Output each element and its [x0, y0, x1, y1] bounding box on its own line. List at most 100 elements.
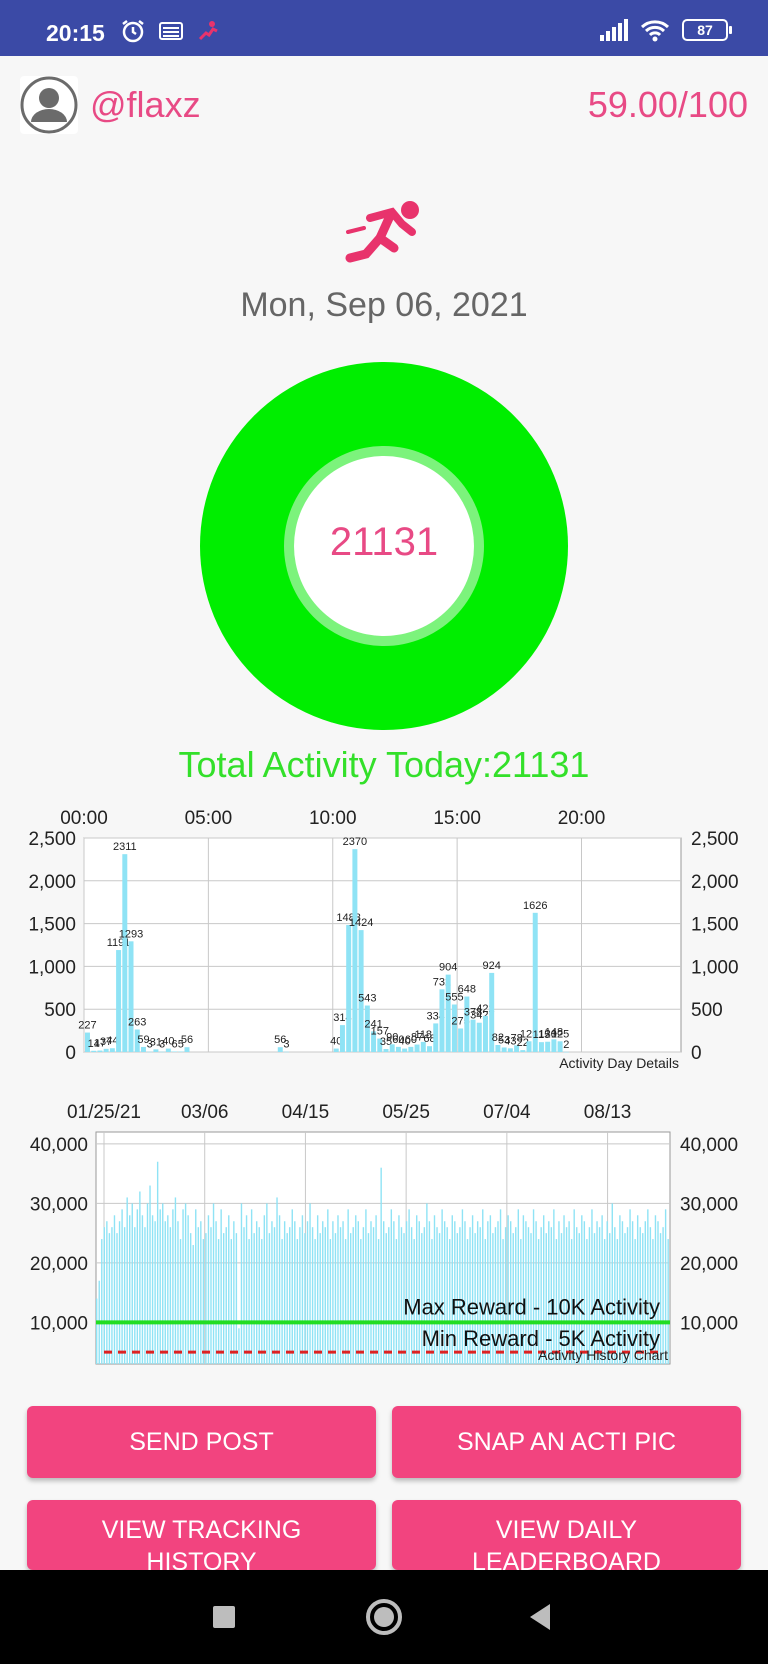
day-bar-label: 40: [399, 1036, 411, 1048]
history-bar: [245, 1215, 248, 1364]
history-bar: [380, 1167, 382, 1364]
history-bar: [426, 1203, 428, 1364]
history-bar: [438, 1233, 441, 1364]
history-bar: [667, 1239, 669, 1364]
day-bar-label: 87: [411, 1032, 423, 1044]
day-bar-label: 44: [106, 1035, 118, 1047]
history-bar: [172, 1209, 174, 1364]
history-bar: [611, 1203, 613, 1364]
history-bar: [664, 1209, 667, 1364]
history-bar: [129, 1215, 131, 1364]
history-bar: [289, 1227, 291, 1364]
username[interactable]: @flaxz: [90, 84, 201, 125]
day-bar-label: 60: [392, 1034, 404, 1046]
day-y-tick-right: 1,500: [691, 915, 739, 936]
history-bar: [629, 1209, 631, 1364]
history-bar: [360, 1239, 362, 1364]
history-bar: [484, 1239, 486, 1364]
history-bar: [428, 1221, 431, 1364]
history-bar: [174, 1197, 177, 1364]
day-bar: [97, 1050, 103, 1052]
history-bar: [596, 1221, 598, 1364]
history-bar: [449, 1239, 451, 1364]
history-bar: [583, 1221, 586, 1364]
back-button[interactable]: [490, 1570, 590, 1664]
history-bar: [530, 1233, 532, 1364]
history-bar: [545, 1233, 547, 1364]
history-bar: [657, 1221, 659, 1364]
day-bar-label: 43: [504, 1035, 516, 1047]
history-bar: [136, 1209, 139, 1364]
day-bar-label: 68: [423, 1033, 435, 1045]
history-x-tick: 03/06: [181, 1102, 229, 1123]
history-bar: [388, 1227, 390, 1364]
history-bar: [256, 1221, 258, 1364]
day-bar-label: 1293: [119, 928, 143, 940]
history-bar: [250, 1209, 253, 1364]
day-bar: [433, 1023, 439, 1052]
history-bar: [527, 1227, 530, 1364]
day-bar-label: 157: [371, 1026, 389, 1038]
history-bar: [233, 1221, 235, 1364]
history-bar: [197, 1227, 199, 1364]
history-chart-caption: Activity History Chart: [538, 1347, 668, 1363]
avatar[interactable]: [20, 76, 78, 134]
day-bar: [439, 989, 445, 1052]
history-bar: [479, 1227, 481, 1364]
history-bar: [636, 1215, 639, 1364]
recents-button[interactable]: [174, 1570, 274, 1664]
home-button[interactable]: [334, 1570, 434, 1664]
day-bar-label: 555: [445, 991, 463, 1003]
history-bar: [659, 1233, 662, 1364]
history-bar: [327, 1209, 329, 1364]
day-bar-label: 263: [128, 1016, 146, 1028]
day-bar-label: 2370: [343, 836, 367, 848]
day-bar-label: 543: [358, 993, 376, 1005]
history-bar: [151, 1215, 154, 1364]
day-bar-label: 648: [458, 984, 476, 996]
history-bar: [301, 1215, 304, 1364]
day-bar: [140, 1046, 146, 1052]
history-bar: [319, 1233, 321, 1364]
day-bar-label: 90: [386, 1031, 398, 1043]
history-bar: [349, 1233, 352, 1364]
navigation-bar: [0, 1570, 768, 1664]
history-bar: [507, 1215, 509, 1364]
alarm-icon: [122, 20, 144, 43]
view-daily-leaderboard-button[interactable]: VIEW DAILY LEADERBOARD: [392, 1500, 741, 1570]
home-circle-icon: [366, 1599, 402, 1635]
day-y-tick-right: 2,000: [691, 872, 739, 893]
send-post-button[interactable]: SEND POST: [27, 1406, 376, 1478]
day-bar: [116, 950, 122, 1052]
history-y-tick-left: 30,000: [30, 1194, 88, 1215]
history-bar: [606, 1221, 608, 1364]
history-bar: [502, 1239, 504, 1364]
day-x-tick: 05:00: [185, 808, 233, 829]
history-bar: [248, 1239, 250, 1364]
history-bar: [509, 1221, 512, 1364]
max-reward-label: Max Reward - 10K Activity: [403, 1294, 660, 1319]
history-bar: [111, 1227, 113, 1364]
history-bar: [134, 1227, 136, 1364]
day-bar: [165, 1048, 171, 1052]
day-bar: [172, 1051, 178, 1052]
day-bar: [458, 1028, 464, 1052]
day-x-tick: 20:00: [558, 808, 606, 829]
history-bar: [517, 1209, 520, 1364]
history-bar: [487, 1221, 489, 1364]
history-bar: [550, 1227, 553, 1364]
day-bar: [383, 1049, 389, 1052]
snap-pic-button[interactable]: SNAP AN ACTI PIC: [392, 1406, 741, 1478]
day-bar-label: 3: [283, 1039, 289, 1051]
history-bar: [398, 1215, 400, 1364]
history-chart-svg: 10,000 10,000 20,000 20,000 30,000 30,000 40,0…: [30, 1102, 738, 1365]
history-bar: [474, 1233, 476, 1364]
history-bar: [240, 1203, 243, 1364]
view-tracking-history-button[interactable]: VIEW TRACKING HISTORY: [27, 1500, 376, 1570]
snap-pic-label: SNAP AN ACTI PIC: [456, 1428, 677, 1456]
history-bar: [456, 1233, 459, 1364]
history-bar: [314, 1239, 316, 1364]
day-bar: [414, 1044, 420, 1052]
activity-date: Mon, Sep 06, 2021: [240, 286, 528, 324]
day-bar: [520, 1050, 526, 1052]
